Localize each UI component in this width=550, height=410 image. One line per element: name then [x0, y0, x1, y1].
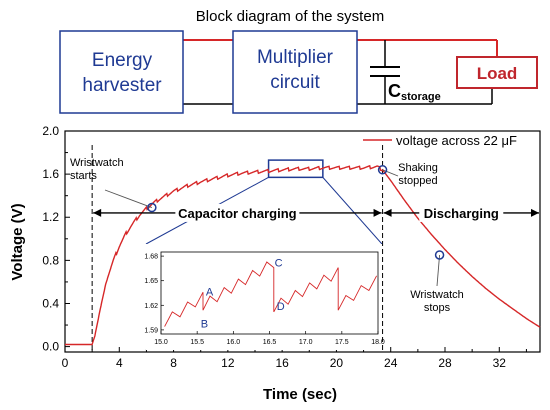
- inset-x-tick-label: 16.0: [227, 339, 241, 346]
- inset-x-tick-label: 17.5: [335, 339, 349, 346]
- x-axis-label: Time (sec): [263, 386, 337, 403]
- series-line: [65, 164, 541, 346]
- x-tick-label: 8: [170, 356, 177, 370]
- inset-background: [146, 244, 382, 350]
- discharging-arrow-head-left: [383, 208, 392, 217]
- inset-y-tick-label: 1.59: [144, 327, 158, 334]
- inset-x-tick-label: 16.5: [263, 339, 277, 346]
- zoom-connector-right: [322, 177, 383, 245]
- x-tick-label: 4: [116, 356, 123, 370]
- discharging-label-bg: [419, 203, 504, 222]
- inset-point-labels: A B C D: [201, 258, 285, 331]
- energy-harvester-block: [59, 30, 184, 114]
- legend-entry: voltage across 22 μF: [396, 133, 517, 148]
- x-tick-label: 32: [493, 356, 507, 370]
- y-tick-label: 0.0: [42, 340, 59, 354]
- inset-point-label: D: [277, 301, 285, 313]
- marker-label: Wristwatch stops: [410, 289, 464, 314]
- marker-pointer: [436, 254, 441, 287]
- inset-x-tick-label: 17.0: [299, 339, 313, 346]
- inset-x-tick-label: 15.0: [154, 339, 168, 346]
- x-tick-label: 16: [275, 356, 289, 370]
- event-marker: [377, 165, 388, 175]
- event-marker: [147, 202, 157, 213]
- inset-point-label: A: [206, 286, 214, 298]
- marker-label: Shaking stopped: [398, 162, 438, 187]
- discharging-arrow-head-right: [531, 208, 539, 217]
- multiplier-label-1: Multiplier: [257, 47, 334, 68]
- charging-label-bg: [175, 203, 300, 222]
- x-tick-label: 28: [438, 356, 452, 370]
- inset-point-label: B: [201, 318, 208, 330]
- discharging-label: Discharging: [424, 206, 499, 221]
- x-tick-label: 24: [384, 356, 398, 370]
- inset-y-tick-label: 1.68: [144, 254, 158, 261]
- energy-harvester-label-1: Energy: [92, 50, 153, 71]
- charging-arrow-head-right: [373, 208, 382, 217]
- inset-x-tick-label: 15.5: [190, 339, 204, 346]
- x-tick-label: 12: [221, 356, 235, 370]
- block-diagram-title: Block diagram of the system: [196, 8, 384, 25]
- inset-point-label: C: [275, 258, 283, 270]
- zoom-lines: [145, 159, 383, 245]
- phase-arrows: Capacitor charging Discharging: [93, 203, 539, 222]
- inset-x-tick-label: 18.0: [371, 339, 385, 346]
- y-tick-label: 2.0: [42, 124, 59, 138]
- plot-frame: [64, 130, 541, 353]
- inset-ticks: 15.0 15.5 16.0 16.5 17.0 17.5 18.0 1.59 1.62 1.65…: [144, 254, 385, 346]
- inset-y-tick-label: 1.65: [144, 278, 158, 285]
- marker-pointer: [104, 189, 153, 208]
- y-axis-label: Voltage (V): [9, 203, 26, 280]
- load-block: [456, 56, 538, 89]
- y-tick-label: 0.8: [42, 253, 59, 267]
- multiplier-label-2: circuit: [270, 72, 320, 93]
- capacitor-label: Cstorage: [388, 81, 441, 103]
- inset-y-tick-label: 1.62: [144, 303, 158, 310]
- charging-label: Capacitor charging: [178, 206, 297, 221]
- dashed-lines: [91, 145, 384, 352]
- marker-label: Wristwatch starts: [70, 157, 124, 182]
- voltage-chart: 0 4 8 12 16 20 24 28 32 0.0 0.4 0.8 1.2 1.6 2.0 Time …: [9, 124, 541, 403]
- energy-harvester-label-2: harvester: [82, 75, 162, 96]
- inset-series-line: [164, 261, 377, 327]
- y-tick-label: 0.4: [42, 296, 59, 310]
- y-tick-labels: 0.0 0.4 0.8 1.2 1.6 2.0: [42, 124, 59, 354]
- multiplier-block: [232, 30, 358, 114]
- event-marker: [434, 250, 445, 260]
- y-tick-label: 1.2: [42, 210, 59, 224]
- inset-plot: 15.0 15.5 16.0 16.5 17.0 17.5 18.0 1.59 1.62 1.65…: [144, 244, 385, 350]
- charging-arrow-head-left: [93, 208, 102, 217]
- x-tick-label: 20: [330, 356, 344, 370]
- x-tick-label: 0: [62, 356, 69, 370]
- y-tick-label: 1.6: [42, 167, 59, 181]
- x-tick-labels: 0 4 8 12 16 20 24 28 32: [62, 356, 507, 370]
- block-diagram: Block diagram of the system Cstorage Ene…: [59, 8, 538, 114]
- event-markers: Wristwatch starts Shaking stopped Wristwatch…: [70, 157, 464, 314]
- load-label: Load: [477, 64, 518, 83]
- marker-pointer: [382, 169, 399, 177]
